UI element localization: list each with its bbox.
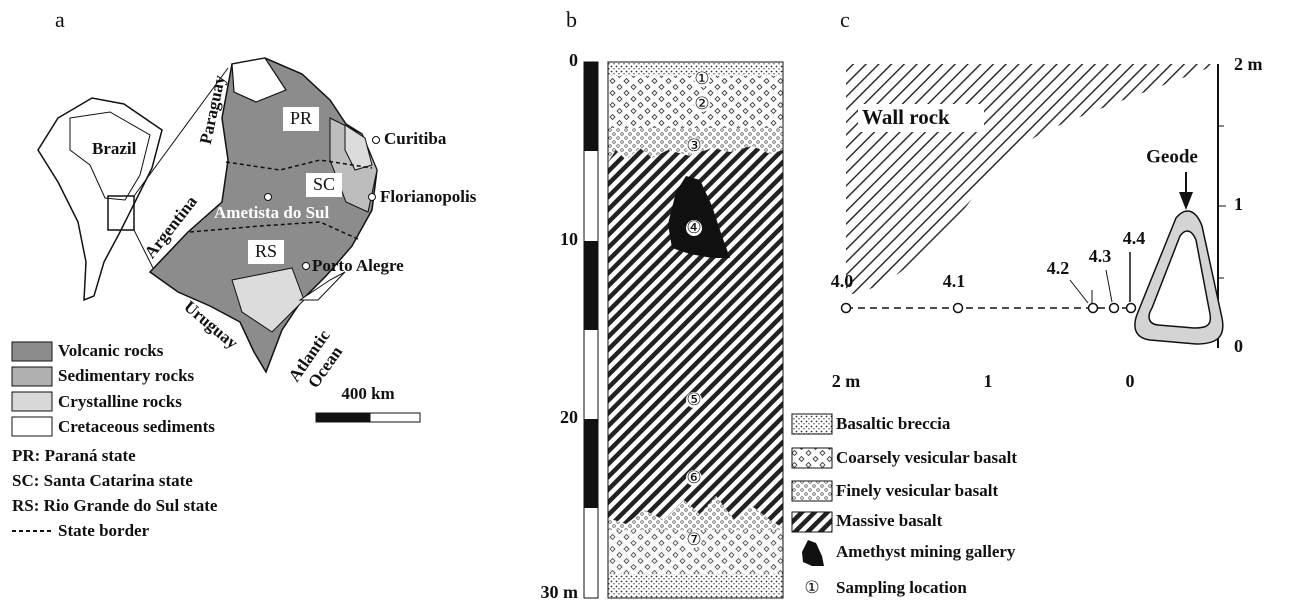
legend-label: RS: Rio Grande do Sul state xyxy=(12,496,218,515)
country-label: Brazil xyxy=(92,139,137,158)
scale-bar xyxy=(316,413,370,422)
legend-swatch xyxy=(792,512,832,532)
legend-swatch xyxy=(12,342,52,361)
city-marker xyxy=(265,194,272,201)
sample-point xyxy=(1110,304,1119,313)
sample-label: ② xyxy=(694,94,709,113)
depth-tick-label: 0 xyxy=(569,50,578,70)
sample-label: ④ xyxy=(686,218,701,237)
city-marker xyxy=(303,263,310,270)
state-label: RS xyxy=(255,241,277,261)
legend-label: Volcanic rocks xyxy=(58,341,164,360)
legend-swatch xyxy=(12,417,52,436)
legend-label: Finely vesicular basalt xyxy=(836,481,998,500)
sample-point xyxy=(954,304,963,313)
depth-scale-segment xyxy=(584,241,598,330)
y-tick-label: 0 xyxy=(1234,336,1243,356)
leader xyxy=(1106,270,1112,302)
arrow-head xyxy=(1179,192,1193,210)
scale-bar xyxy=(370,413,420,422)
legend-swatch xyxy=(12,367,52,386)
page: { "panel_a": { "label": "a", "map_labels… xyxy=(0,0,1296,605)
depth-tick-label: 10 xyxy=(560,229,578,249)
legend-label: Coarsely vesicular basalt xyxy=(836,448,1017,467)
city-marker xyxy=(369,194,376,201)
sample-label: ③ xyxy=(686,136,701,155)
legend-label: Crystalline rocks xyxy=(58,392,182,411)
depth-tick-label: 30 m xyxy=(541,582,579,602)
panel-label: b xyxy=(566,7,577,32)
sample-label: ⑥ xyxy=(686,468,701,487)
state-label: SC xyxy=(313,174,335,194)
x-tick-label: 2 m xyxy=(832,371,861,391)
sample-label: 4.1 xyxy=(943,271,966,291)
sample-label: 4.3 xyxy=(1089,246,1112,266)
south-america-outline xyxy=(38,98,162,300)
depth-tick-label: 20 xyxy=(560,407,578,427)
wall-rock-label: Wall rock xyxy=(862,105,950,129)
y-tick-label: 2 m xyxy=(1234,54,1263,74)
figure: a Brazil Paraguay Argentina Uruguay Atla… xyxy=(0,0,1296,605)
legend-label: Cretaceous sediments xyxy=(58,417,215,436)
city-marker xyxy=(373,137,380,144)
legend-swatch xyxy=(792,481,832,501)
city-label: Florianopolis xyxy=(380,187,477,206)
x-tick-label: 0 xyxy=(1126,371,1135,391)
legend-swatch xyxy=(792,448,832,468)
sample-point xyxy=(1089,304,1098,313)
depth-scale-segment xyxy=(584,62,598,151)
panel-label: a xyxy=(55,7,65,32)
sample-label: 4.0 xyxy=(831,271,854,291)
geode-label: Geode xyxy=(1146,146,1198,167)
legend-label: Sampling location xyxy=(836,578,967,597)
legend-label: PR: Paraná state xyxy=(12,446,136,465)
legend-swatch xyxy=(12,392,52,411)
city-label: Porto Alegre xyxy=(312,256,404,275)
legend-swatch xyxy=(792,414,832,434)
ocean-label: AtlanticOcean xyxy=(284,326,349,396)
sample-label: 4.4 xyxy=(1123,228,1146,248)
sample-label: ① xyxy=(694,69,709,88)
panel-label: c xyxy=(840,7,850,32)
legend-label: SC: Santa Catarina state xyxy=(12,471,193,490)
legend-label: Massive basalt xyxy=(836,511,943,530)
sample-point xyxy=(842,304,851,313)
depth-scale-segment xyxy=(584,419,598,508)
leader xyxy=(1070,280,1088,303)
legend-label: Sedimentary rocks xyxy=(58,366,195,385)
sample-label: 4.2 xyxy=(1047,258,1070,278)
state-label: PR xyxy=(290,108,312,128)
city-label: Curitiba xyxy=(384,129,447,148)
x-tick-label: 1 xyxy=(984,371,993,391)
breccia-layer xyxy=(608,574,783,598)
legend-symbol: ① xyxy=(804,578,819,597)
city-label: Ametista do Sul xyxy=(214,203,330,222)
legend-label: Amethyst mining gallery xyxy=(836,542,1016,561)
legend-label: Basaltic breccia xyxy=(836,414,951,433)
y-tick-label: 1 xyxy=(1234,194,1243,214)
scale-label: 400 km xyxy=(341,384,394,403)
legend-label: State border xyxy=(58,521,150,540)
sample-label: ⑤ xyxy=(686,390,701,409)
legend-swatch xyxy=(802,540,824,566)
sample-label: ⑦ xyxy=(686,530,701,549)
sample-point xyxy=(1127,304,1136,313)
